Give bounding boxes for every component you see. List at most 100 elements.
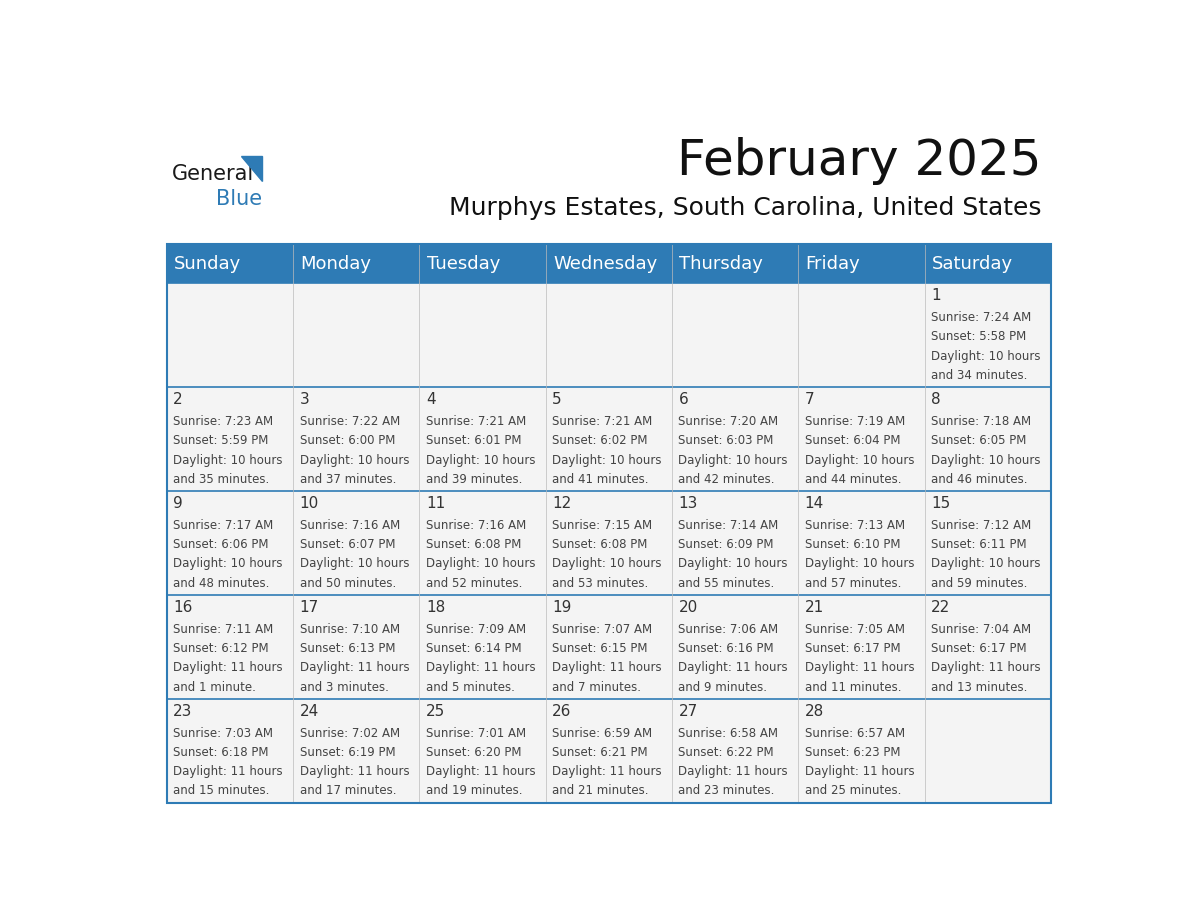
Text: Sunrise: 6:59 AM: Sunrise: 6:59 AM [552,727,652,740]
Text: 6: 6 [678,392,688,408]
Text: and 13 minutes.: and 13 minutes. [931,680,1028,693]
Text: Sunset: 6:03 PM: Sunset: 6:03 PM [678,434,773,447]
Text: 16: 16 [173,600,192,615]
Text: 5: 5 [552,392,562,408]
Bar [672,387,798,491]
Text: Daylight: 10 hours: Daylight: 10 hours [425,453,536,466]
Bar [545,284,672,387]
Text: Sunset: 6:05 PM: Sunset: 6:05 PM [931,434,1026,447]
Text: and 50 minutes.: and 50 minutes. [299,577,396,589]
Bar [798,699,924,803]
Text: Daylight: 10 hours: Daylight: 10 hours [299,453,409,466]
Text: Sunset: 6:16 PM: Sunset: 6:16 PM [678,642,775,655]
Text: and 59 minutes.: and 59 minutes. [931,577,1028,589]
Text: Wednesday: Wednesday [554,255,657,273]
Bar [545,491,672,595]
Bar [798,491,924,595]
Bar [672,595,798,699]
Text: Daylight: 10 hours: Daylight: 10 hours [931,453,1041,466]
Text: Sunset: 6:12 PM: Sunset: 6:12 PM [173,642,268,655]
Text: Daylight: 10 hours: Daylight: 10 hours [552,557,662,570]
Bar [293,491,419,595]
Text: Daylight: 10 hours: Daylight: 10 hours [931,350,1041,363]
Text: Sunrise: 7:13 AM: Sunrise: 7:13 AM [804,519,905,532]
Text: 24: 24 [299,704,318,719]
Text: Sunday: Sunday [175,255,241,273]
Text: 20: 20 [678,600,697,615]
Bar [545,699,672,803]
Bar [419,387,545,491]
Text: and 19 minutes.: and 19 minutes. [425,785,523,798]
Text: Sunrise: 7:15 AM: Sunrise: 7:15 AM [552,519,652,532]
Text: Sunrise: 7:12 AM: Sunrise: 7:12 AM [931,519,1031,532]
Text: Sunset: 6:22 PM: Sunset: 6:22 PM [678,746,775,759]
Text: 12: 12 [552,496,571,511]
Text: Daylight: 11 hours: Daylight: 11 hours [804,766,915,778]
Bar [166,387,293,491]
Text: Daylight: 11 hours: Daylight: 11 hours [931,661,1041,675]
Text: Sunrise: 7:16 AM: Sunrise: 7:16 AM [425,519,526,532]
Bar [166,244,1051,284]
Text: Daylight: 10 hours: Daylight: 10 hours [804,453,915,466]
Text: General: General [171,163,254,184]
Text: 7: 7 [804,392,814,408]
Text: Daylight: 11 hours: Daylight: 11 hours [552,661,662,675]
Text: Sunrise: 7:20 AM: Sunrise: 7:20 AM [678,415,778,428]
Text: Sunrise: 7:10 AM: Sunrise: 7:10 AM [299,623,399,636]
Text: Sunrise: 7:16 AM: Sunrise: 7:16 AM [299,519,400,532]
Text: Sunset: 6:04 PM: Sunset: 6:04 PM [804,434,901,447]
Text: Monday: Monday [301,255,372,273]
Text: 17: 17 [299,600,318,615]
Text: Daylight: 11 hours: Daylight: 11 hours [552,766,662,778]
Text: and 48 minutes.: and 48 minutes. [173,577,270,589]
Text: and 25 minutes.: and 25 minutes. [804,785,901,798]
Text: 18: 18 [425,600,446,615]
Text: Sunrise: 7:14 AM: Sunrise: 7:14 AM [678,519,778,532]
Text: and 5 minutes.: and 5 minutes. [425,680,514,693]
Bar [419,284,545,387]
Text: 13: 13 [678,496,697,511]
Text: Sunrise: 6:57 AM: Sunrise: 6:57 AM [804,727,905,740]
Text: Sunrise: 7:02 AM: Sunrise: 7:02 AM [299,727,399,740]
Bar [672,491,798,595]
Text: and 41 minutes.: and 41 minutes. [552,473,649,486]
Text: and 1 minute.: and 1 minute. [173,680,257,693]
Text: Saturday: Saturday [931,255,1013,273]
Text: Sunrise: 7:01 AM: Sunrise: 7:01 AM [425,727,526,740]
Text: 26: 26 [552,704,571,719]
Text: Daylight: 11 hours: Daylight: 11 hours [804,661,915,675]
Bar [798,595,924,699]
Text: 14: 14 [804,496,824,511]
Text: 2: 2 [173,392,183,408]
Text: Daylight: 11 hours: Daylight: 11 hours [173,766,283,778]
Text: and 34 minutes.: and 34 minutes. [931,369,1028,382]
Text: Daylight: 10 hours: Daylight: 10 hours [425,557,536,570]
Text: 3: 3 [299,392,309,408]
Text: 19: 19 [552,600,571,615]
Bar [924,699,1051,803]
Text: Daylight: 11 hours: Daylight: 11 hours [299,661,409,675]
Text: Sunset: 6:11 PM: Sunset: 6:11 PM [931,538,1026,551]
Text: and 52 minutes.: and 52 minutes. [425,577,523,589]
Text: Friday: Friday [805,255,860,273]
Text: Sunset: 6:14 PM: Sunset: 6:14 PM [425,642,522,655]
Bar [798,387,924,491]
Text: Sunset: 5:58 PM: Sunset: 5:58 PM [931,330,1026,343]
Text: 27: 27 [678,704,697,719]
Text: 11: 11 [425,496,446,511]
Text: Daylight: 11 hours: Daylight: 11 hours [425,766,536,778]
Text: 10: 10 [299,496,318,511]
Bar [924,595,1051,699]
Text: Sunrise: 7:23 AM: Sunrise: 7:23 AM [173,415,273,428]
Bar [293,387,419,491]
Text: Sunset: 6:01 PM: Sunset: 6:01 PM [425,434,522,447]
Bar [293,699,419,803]
Text: and 21 minutes.: and 21 minutes. [552,785,649,798]
Text: 9: 9 [173,496,183,511]
Text: Sunrise: 7:04 AM: Sunrise: 7:04 AM [931,623,1031,636]
Text: Sunrise: 7:17 AM: Sunrise: 7:17 AM [173,519,273,532]
Bar [419,491,545,595]
Bar [672,699,798,803]
Text: Sunset: 6:13 PM: Sunset: 6:13 PM [299,642,396,655]
Text: and 39 minutes.: and 39 minutes. [425,473,523,486]
